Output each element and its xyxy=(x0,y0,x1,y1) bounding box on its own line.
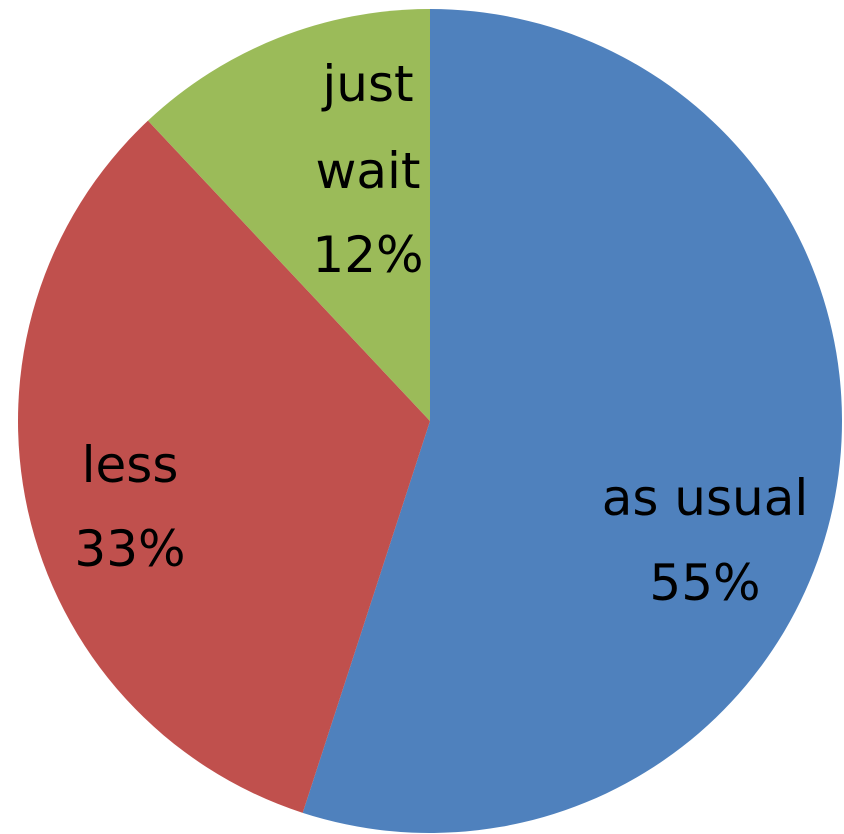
slice-label-just-wait-line-2: wait xyxy=(315,142,420,200)
pie-slice-less xyxy=(17,120,430,813)
slice-label-as-usual-line-2: 55% xyxy=(649,554,760,612)
slice-label-less-line-2: 33% xyxy=(74,520,185,578)
slice-label-as-usual-line-1: as usual xyxy=(602,469,809,527)
slice-label-just-wait-line-1: just xyxy=(321,55,413,113)
slices-layer xyxy=(17,9,843,833)
slice-label-just-wait-line-3: 12% xyxy=(312,226,423,284)
pie-slice-just-wait xyxy=(147,9,430,421)
pie-slice-as-usual xyxy=(302,9,843,833)
slice-label-less-line-1: less xyxy=(82,436,179,494)
labels-layer: as usual 55% less 33% just wait 12% xyxy=(74,55,808,612)
